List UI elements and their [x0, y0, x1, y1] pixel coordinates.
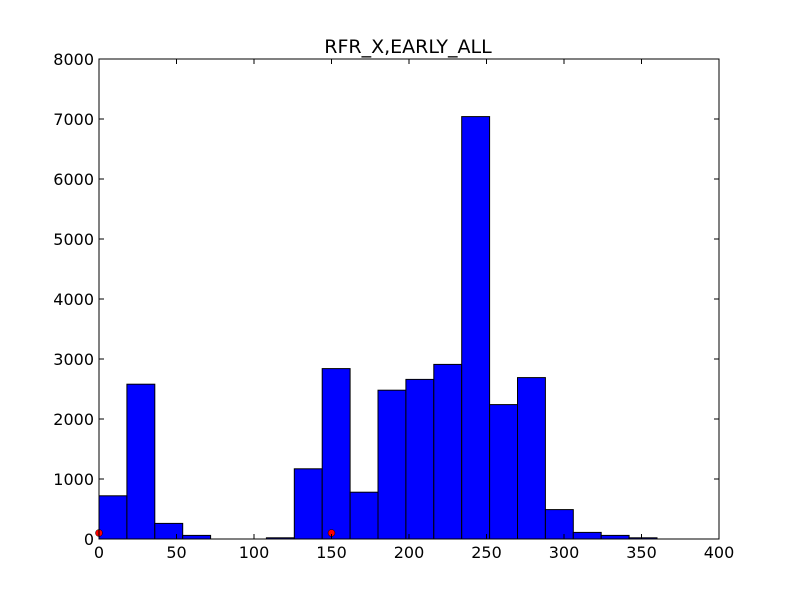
y-tick-label-4: 4000	[53, 290, 94, 309]
histogram-bar-0	[98, 495, 128, 540]
chart-title: RFR_X,EARLY_ALL	[324, 36, 492, 58]
histogram-bar-3	[182, 534, 212, 540]
x-tick-label-3: 150	[316, 543, 347, 562]
histogram-bar-15	[517, 377, 546, 540]
y-tick-label-1: 1000	[53, 470, 94, 489]
histogram-bar-1	[126, 383, 156, 540]
histogram-bar-9	[349, 491, 379, 540]
x-tick-label-4: 200	[394, 543, 425, 562]
histogram-bar-11	[405, 378, 435, 540]
y-tick-label-8: 8000	[53, 50, 94, 69]
y-tick-label-3: 3000	[53, 350, 94, 369]
bars-group	[98, 116, 658, 540]
y-tick-label-7: 7000	[53, 110, 94, 129]
x-tick-label-1: 50	[166, 543, 186, 562]
x-tick-label-5: 250	[471, 543, 502, 562]
histogram-bar-2	[154, 522, 184, 540]
histogram-bar-8	[321, 368, 351, 540]
y-tick-label-6: 6000	[53, 170, 94, 189]
y-tick-label-5: 5000	[53, 230, 94, 249]
x-tick-label-0: 0	[94, 543, 104, 562]
y-tick-label-0: 0	[84, 530, 94, 549]
histogram-bar-17	[572, 531, 602, 540]
histogram-bar-10	[377, 389, 407, 540]
histogram-bar-18	[600, 534, 630, 540]
x-tick-label-7: 350	[626, 543, 657, 562]
y-axis: 0 1000 2000 3000 4000 5000 6000 7000 8000	[53, 50, 719, 549]
x-tick-label-8: 400	[704, 543, 735, 562]
histogram-bar-14	[489, 404, 519, 540]
histogram-bar-16	[544, 509, 574, 540]
histogram-bar-13	[461, 116, 491, 540]
x-axis: 0 50 100 150 200 250 300 350 400	[94, 59, 734, 562]
histogram-bar-12	[433, 363, 463, 540]
histogram-bar-7	[293, 468, 323, 540]
y-tick-label-2: 2000	[53, 410, 94, 429]
x-tick-label-2: 100	[239, 543, 270, 562]
x-tick-label-6: 300	[549, 543, 580, 562]
